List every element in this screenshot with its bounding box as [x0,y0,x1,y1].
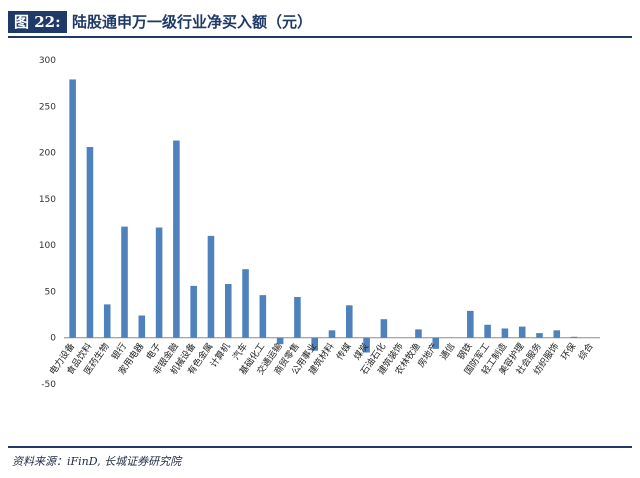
y-tick-label: 100 [39,241,56,251]
bar [138,315,146,338]
bar [86,147,94,338]
figure-header: 图 22: 陆股通申万一级行业净买入额（元） [8,8,632,38]
bar [121,226,128,338]
bar [103,304,111,338]
figure-footer: 资料来源：iFinD, 长城证券研究院 [8,446,632,470]
bar [363,337,370,353]
bar [69,79,76,338]
bar [346,305,353,338]
y-tick-label: 0 [50,334,56,344]
bar [190,285,197,338]
bar [432,337,440,349]
bar [553,330,561,338]
category-label: 传媒 [334,341,354,363]
bar [224,284,232,338]
category-label: 综合 [576,341,596,363]
bar-chart: -50050100150200250300电力设备食品饮料医药生物银行家用电器电… [39,56,600,390]
figure-label: 图 22: [8,11,67,33]
bar [173,140,180,338]
bar [380,319,388,338]
bar [311,337,318,351]
y-tick-label: 150 [39,195,56,205]
y-tick-label: 200 [39,149,56,159]
bar [536,333,543,338]
bar [259,295,267,338]
y-tick-label: -50 [41,380,56,390]
y-tick-label: 300 [39,56,56,66]
bar [415,329,422,338]
bar [242,269,249,338]
figure-title: 陆股通申万一级行业净买入额（元） [72,13,313,31]
bar [518,326,526,338]
source-note: 资料来源：iFinD, 长城证券研究院 [12,455,182,468]
bar [484,324,491,338]
bar [294,296,301,338]
bar [467,310,474,338]
bar [207,235,215,338]
category-label: 环保 [558,341,578,363]
bar [276,337,284,345]
y-tick-label: 50 [45,287,57,297]
bar [155,227,163,338]
category-label: 通信 [437,341,457,363]
bar [570,336,578,338]
bar [328,330,336,338]
bar [501,328,509,338]
chart-area: -50 0 50 100 150 200 250 300 电力设备 食品饮料 医药生物 银行 家用电器电… [8,44,632,440]
y-tick-label: 250 [39,102,56,112]
